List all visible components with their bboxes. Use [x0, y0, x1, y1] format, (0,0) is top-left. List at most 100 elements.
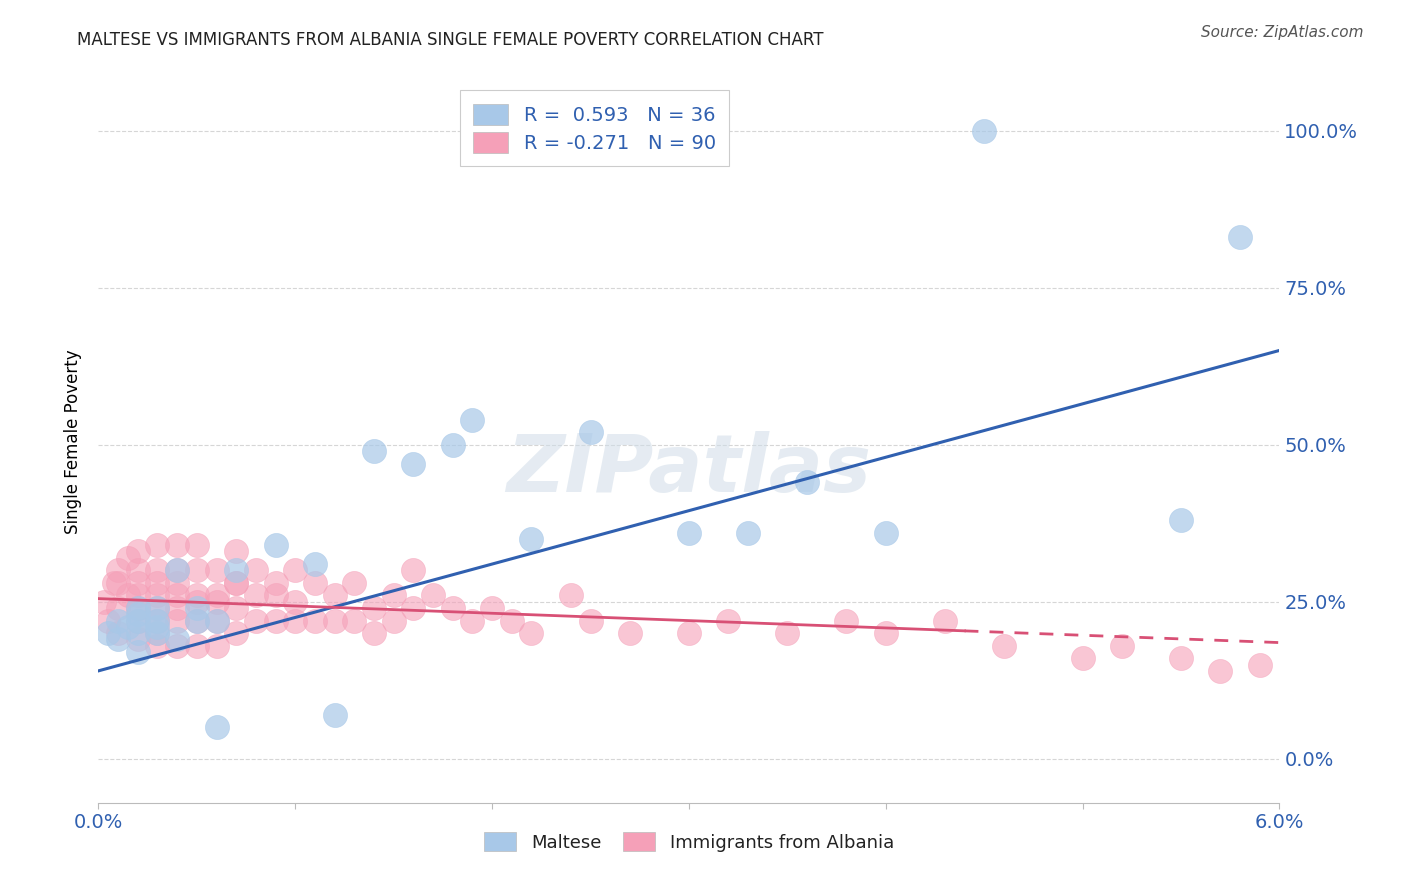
- Point: [579, 614, 602, 628]
- Point: [186, 538, 208, 552]
- Point: [146, 620, 169, 634]
- Point: [107, 575, 129, 590]
- Point: [117, 620, 139, 634]
- Point: [93, 595, 115, 609]
- Point: [520, 532, 543, 546]
- Point: [107, 614, 129, 628]
- Point: [776, 626, 799, 640]
- Point: [146, 626, 169, 640]
- Point: [402, 601, 425, 615]
- Point: [796, 475, 818, 490]
- Point: [225, 563, 247, 577]
- Point: [1209, 664, 1232, 678]
- Point: [264, 575, 287, 590]
- Point: [146, 639, 169, 653]
- Point: [225, 601, 247, 615]
- Point: [619, 626, 641, 640]
- Point: [1229, 230, 1251, 244]
- Point: [186, 639, 208, 653]
- Point: [225, 575, 247, 590]
- Point: [245, 589, 267, 603]
- Point: [323, 707, 346, 722]
- Point: [382, 589, 405, 603]
- Point: [441, 601, 464, 615]
- Point: [166, 575, 188, 590]
- Point: [146, 589, 169, 603]
- Point: [107, 601, 129, 615]
- Text: ZIPatlas: ZIPatlas: [506, 432, 872, 509]
- Point: [146, 626, 169, 640]
- Point: [127, 614, 149, 628]
- Point: [103, 575, 125, 590]
- Point: [737, 525, 759, 540]
- Point: [245, 614, 267, 628]
- Point: [146, 575, 169, 590]
- Point: [146, 601, 169, 615]
- Point: [678, 525, 700, 540]
- Text: MALTESE VS IMMIGRANTS FROM ALBANIA SINGLE FEMALE POVERTY CORRELATION CHART: MALTESE VS IMMIGRANTS FROM ALBANIA SINGL…: [77, 31, 824, 49]
- Point: [323, 589, 346, 603]
- Point: [835, 614, 858, 628]
- Point: [875, 525, 897, 540]
- Point: [186, 614, 208, 628]
- Text: Source: ZipAtlas.com: Source: ZipAtlas.com: [1201, 25, 1364, 40]
- Point: [127, 607, 149, 622]
- Point: [107, 563, 129, 577]
- Point: [186, 614, 208, 628]
- Point: [166, 589, 188, 603]
- Point: [264, 589, 287, 603]
- Point: [1249, 657, 1271, 672]
- Point: [1288, 676, 1310, 690]
- Point: [166, 601, 188, 615]
- Point: [205, 589, 228, 603]
- Point: [146, 601, 169, 615]
- Point: [166, 538, 188, 552]
- Point: [127, 601, 149, 615]
- Point: [107, 632, 129, 647]
- Point: [127, 563, 149, 577]
- Point: [166, 632, 188, 647]
- Point: [304, 575, 326, 590]
- Point: [579, 425, 602, 439]
- Point: [245, 563, 267, 577]
- Point: [284, 595, 307, 609]
- Point: [363, 444, 385, 458]
- Point: [422, 589, 444, 603]
- Point: [304, 614, 326, 628]
- Point: [461, 412, 484, 426]
- Point: [127, 632, 149, 647]
- Point: [146, 614, 169, 628]
- Point: [97, 614, 120, 628]
- Point: [205, 614, 228, 628]
- Point: [205, 720, 228, 734]
- Point: [1170, 651, 1192, 665]
- Point: [973, 123, 995, 137]
- Point: [127, 626, 149, 640]
- Point: [402, 457, 425, 471]
- Point: [225, 544, 247, 558]
- Point: [166, 563, 188, 577]
- Point: [1111, 639, 1133, 653]
- Point: [520, 626, 543, 640]
- Point: [127, 645, 149, 659]
- Point: [166, 563, 188, 577]
- Point: [323, 614, 346, 628]
- Point: [186, 595, 208, 609]
- Y-axis label: Single Female Poverty: Single Female Poverty: [65, 350, 83, 533]
- Point: [264, 614, 287, 628]
- Point: [934, 614, 956, 628]
- Point: [205, 563, 228, 577]
- Point: [402, 563, 425, 577]
- Point: [304, 557, 326, 571]
- Point: [146, 563, 169, 577]
- Point: [166, 614, 188, 628]
- Point: [501, 614, 523, 628]
- Point: [146, 538, 169, 552]
- Point: [363, 626, 385, 640]
- Point: [875, 626, 897, 640]
- Point: [117, 550, 139, 565]
- Point: [461, 614, 484, 628]
- Point: [225, 626, 247, 640]
- Point: [127, 614, 149, 628]
- Point: [205, 614, 228, 628]
